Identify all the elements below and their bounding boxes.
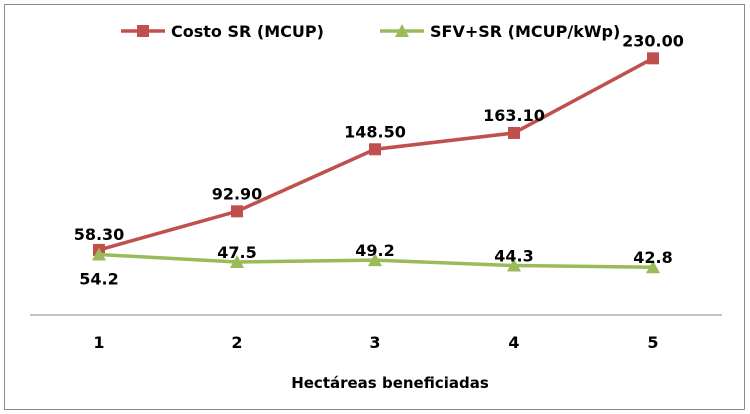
data-point [369, 143, 381, 156]
legend-item-1: Costo SR (MCUP) [121, 22, 324, 41]
data-label: 92.90 [212, 184, 263, 203]
x-tick-labels: 1 2 3 4 5 [93, 333, 658, 352]
data-label: 44.3 [494, 247, 533, 266]
data-label: 58.30 [74, 225, 125, 244]
x-tick-label: 1 [93, 333, 104, 352]
data-label: 47.5 [217, 243, 256, 262]
legend-item-2: SFV+SR (MCUP/kWp) [380, 22, 620, 41]
data-label: 49.2 [355, 241, 394, 260]
data-point [92, 247, 106, 261]
data-point [368, 253, 382, 267]
series-2: 54.2 47.5 49.2 44.3 42.8 [79, 241, 672, 288]
data-point [647, 52, 659, 65]
x-tick-label: 4 [508, 333, 519, 352]
data-label: 54.2 [79, 270, 118, 289]
legend-label: SFV+SR (MCUP/kWp) [430, 22, 620, 41]
data-label: 42.8 [633, 248, 672, 267]
series-1: 58.30 92.90 148.50 163.10 230.00 [74, 31, 684, 256]
legend: Costo SR (MCUP) SFV+SR (MCUP/kWp) [121, 22, 620, 41]
data-point [646, 260, 660, 274]
x-tick-label: 5 [647, 333, 658, 352]
data-point [231, 205, 243, 218]
data-label: 148.50 [344, 122, 406, 141]
x-axis-title: Hectáreas beneficiadas [291, 374, 489, 392]
x-tick-label: 2 [231, 333, 242, 352]
data-label: 163.10 [483, 106, 545, 125]
legend-label: Costo SR (MCUP) [171, 22, 324, 41]
chart-border [4, 4, 745, 410]
data-point [508, 126, 520, 139]
x-tick-label: 3 [369, 333, 380, 352]
data-label: 230.00 [622, 31, 684, 50]
data-point [507, 258, 521, 272]
series-layer: 58.30 92.90 148.50 163.10 230.00 54.2 47.5 49.2… [74, 31, 684, 288]
legend-marker [137, 25, 149, 37]
legend-marker [395, 24, 409, 37]
data-point [230, 254, 244, 268]
